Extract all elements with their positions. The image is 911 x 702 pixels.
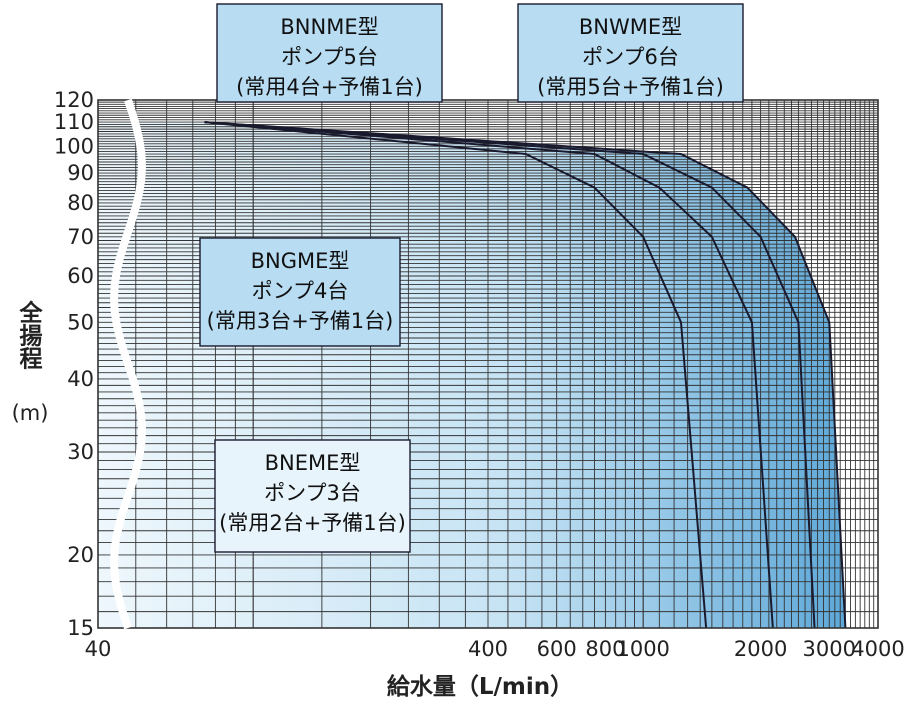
callout-line: (常用4台+予備1台) (236, 75, 423, 99)
callout-line: ポンプ4台 (252, 279, 349, 303)
x-tick-label: 800 (585, 637, 625, 661)
series-curve-2 (204, 121, 774, 629)
y-tick-label: 80 (67, 191, 94, 215)
plot-frame (97, 99, 879, 629)
y-tick-label: 50 (67, 310, 94, 334)
callout-box (517, 3, 744, 103)
plot-border (97, 99, 879, 629)
callout-box (214, 439, 411, 553)
callout-line: (常用3台+予備1台) (207, 309, 394, 333)
callout-line: ポンプ5台 (281, 45, 378, 69)
y-tick-label: 70 (67, 225, 94, 249)
y-axis-unit: (m) (12, 401, 49, 425)
x-tick-label: 2000 (734, 637, 787, 661)
x-tick-label: 40 (85, 637, 112, 661)
callout-line: ポンプ6台 (582, 45, 679, 69)
x-tick-label: 4000 (851, 637, 904, 661)
callout-line: BNEME型 (265, 451, 361, 475)
x-tick-label: 1000 (616, 637, 669, 661)
axis-break-line (109, 98, 147, 630)
x-tick-label: 400 (468, 637, 508, 661)
callout-box (216, 3, 443, 103)
callout-line: BNWME型 (579, 15, 682, 39)
pump-curves (204, 121, 847, 629)
y-axis-title: 全揚程 (15, 300, 44, 370)
y-tick-label: 110 (54, 110, 94, 134)
y-tick-label: 60 (67, 264, 94, 288)
break-line (109, 98, 147, 630)
callout-line: BNNME型 (280, 15, 378, 39)
y-tick-label: 20 (67, 543, 94, 567)
series-curve-1 (204, 121, 708, 629)
callout-line: (常用2台+予備1台) (219, 511, 406, 535)
y-tick-label: 90 (67, 161, 94, 185)
y-tick-label: 15 (67, 616, 94, 640)
callout-line: BNGME型 (251, 249, 350, 273)
y-tick-label: 30 (67, 440, 94, 464)
x-axis-title: 給水量（L/min） (387, 673, 573, 700)
series-curve-3 (204, 121, 816, 629)
x-tick-label: 3000 (803, 637, 856, 661)
y-tick-label: 40 (67, 367, 94, 391)
y-tick-label: 100 (54, 134, 94, 158)
x-tick-label: 600 (537, 637, 577, 661)
callout-line: (常用5台+予備1台) (537, 75, 724, 99)
callout-line: ポンプ3台 (264, 481, 361, 505)
y-tick-label: 120 (54, 88, 94, 112)
callout-box (199, 237, 401, 347)
series-curve-4 (204, 121, 847, 629)
